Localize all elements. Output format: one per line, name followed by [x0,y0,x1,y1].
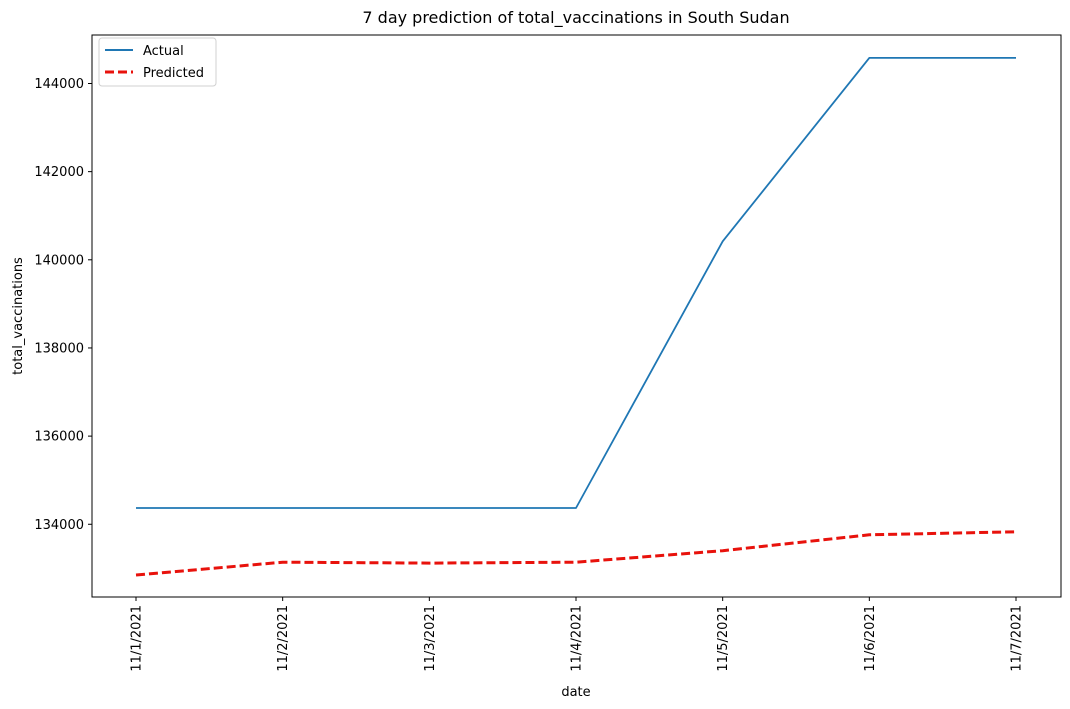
y-axis-ticks: 134000 136000 138000 140000 142000 144000 [34,77,92,533]
data-point-predicted [575,561,577,563]
y-axis-label: total_vaccinations [11,257,26,375]
y-tick-label: 140000 [34,253,84,268]
legend-label-predicted: Predicted [143,66,204,81]
data-point-actual [575,507,577,509]
data-point-actual [428,507,430,509]
data-point-predicted [282,561,284,563]
data-point-predicted [1015,531,1017,533]
data-point-actual [282,507,284,509]
x-tick-label: 11/7/2021 [1010,605,1025,672]
y-tick-label: 134000 [34,518,84,533]
x-tick-label: 11/5/2021 [716,605,731,672]
x-tick-label: 11/4/2021 [570,605,585,672]
x-tick-label: 11/6/2021 [863,605,878,672]
series-line-actual [136,57,1016,509]
x-tick-label: 11/3/2021 [423,605,438,672]
y-tick-label: 142000 [34,165,84,180]
data-point-actual [868,57,870,59]
series-line-predicted [135,530,1017,577]
series-lines [135,57,1017,577]
data-point-predicted [722,550,724,552]
data-point-actual [135,507,137,509]
y-tick-label: 138000 [34,341,84,356]
x-axis-label: date [561,685,590,700]
plot-area [91,34,1062,598]
x-axis-ticks: 11/1/2021 11/2/2021 11/3/2021 11/4/2021 11/5… [130,597,1025,672]
legend-label-actual: Actual [143,44,184,59]
data-point-predicted [428,562,430,564]
y-tick-label: 136000 [34,430,84,445]
data-point-predicted [868,534,870,536]
legend: Actual Predicted [98,37,217,87]
data-point-actual [722,240,724,242]
data-point-predicted [135,574,137,576]
chart-title: 7 day prediction of total_vaccinations i… [362,8,789,28]
x-tick-label: 11/2/2021 [276,605,291,672]
y-tick-label: 144000 [34,77,84,92]
x-tick-label: 11/1/2021 [130,605,145,672]
data-point-actual [1015,57,1017,59]
